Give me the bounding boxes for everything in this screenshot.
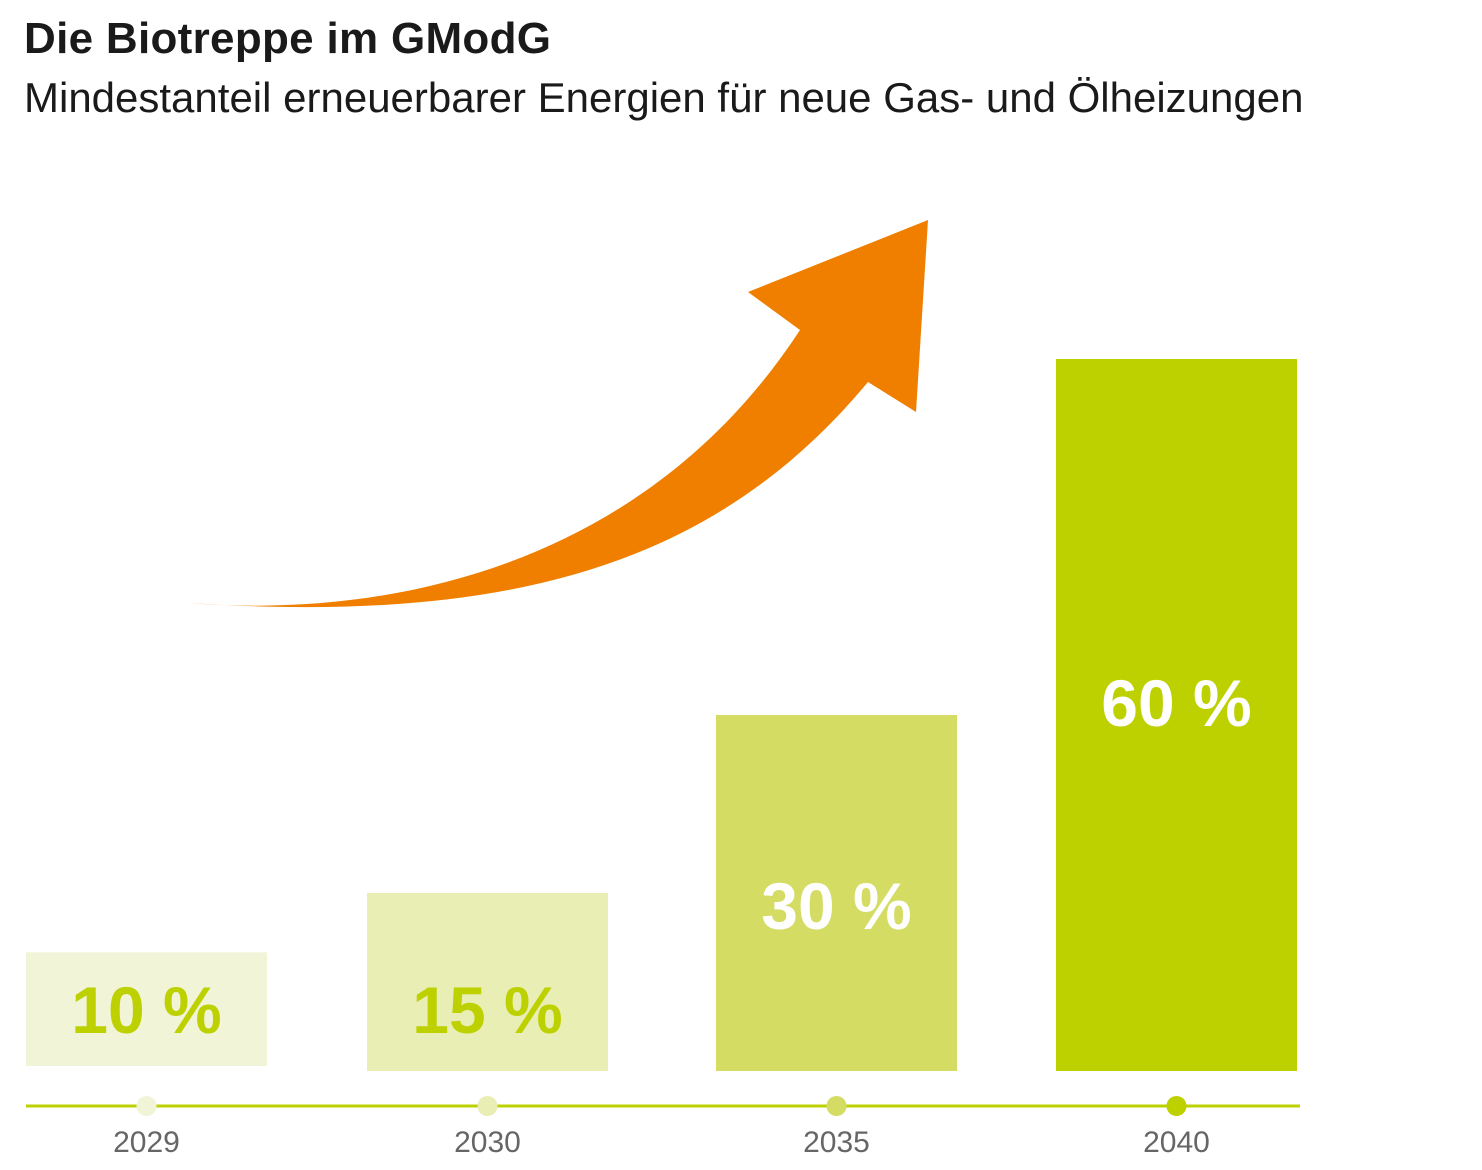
x-axis: 2029 2030 2035 2040 xyxy=(26,1096,1300,1159)
bar-value-label-2035: 30 % xyxy=(761,869,911,943)
bar-value-label-2030: 15 % xyxy=(412,973,562,1047)
timeline-dot-2029 xyxy=(136,1096,157,1116)
timeline-dot-2035 xyxy=(826,1096,847,1116)
x-tick-label-2035: 2035 xyxy=(803,1126,870,1159)
bar-2030 xyxy=(367,893,608,1071)
bar-2035 xyxy=(716,715,957,1071)
timeline-dot-2030 xyxy=(477,1096,498,1116)
bar-2029 xyxy=(26,952,267,1066)
x-tick-label-2029: 2029 xyxy=(113,1126,180,1159)
chart-subtitle: Mindestanteil erneuerbarer Energien für … xyxy=(24,74,1304,121)
rising-arrow-shape xyxy=(188,220,928,608)
bar-2040 xyxy=(1056,359,1297,1071)
bar-value-label-2040: 60 % xyxy=(1101,666,1251,740)
rising-arrow-icon xyxy=(188,220,928,608)
chart-title: Die Biotreppe im GModG xyxy=(24,14,552,63)
bar-value-label-2029: 10 % xyxy=(71,973,221,1047)
x-tick-label-2040: 2040 xyxy=(1143,1126,1210,1159)
bars-group: 10 % 15 % 30 % 60 % xyxy=(26,359,1297,1071)
x-tick-label-2030: 2030 xyxy=(454,1126,521,1159)
timeline-dot-2040 xyxy=(1166,1096,1187,1116)
